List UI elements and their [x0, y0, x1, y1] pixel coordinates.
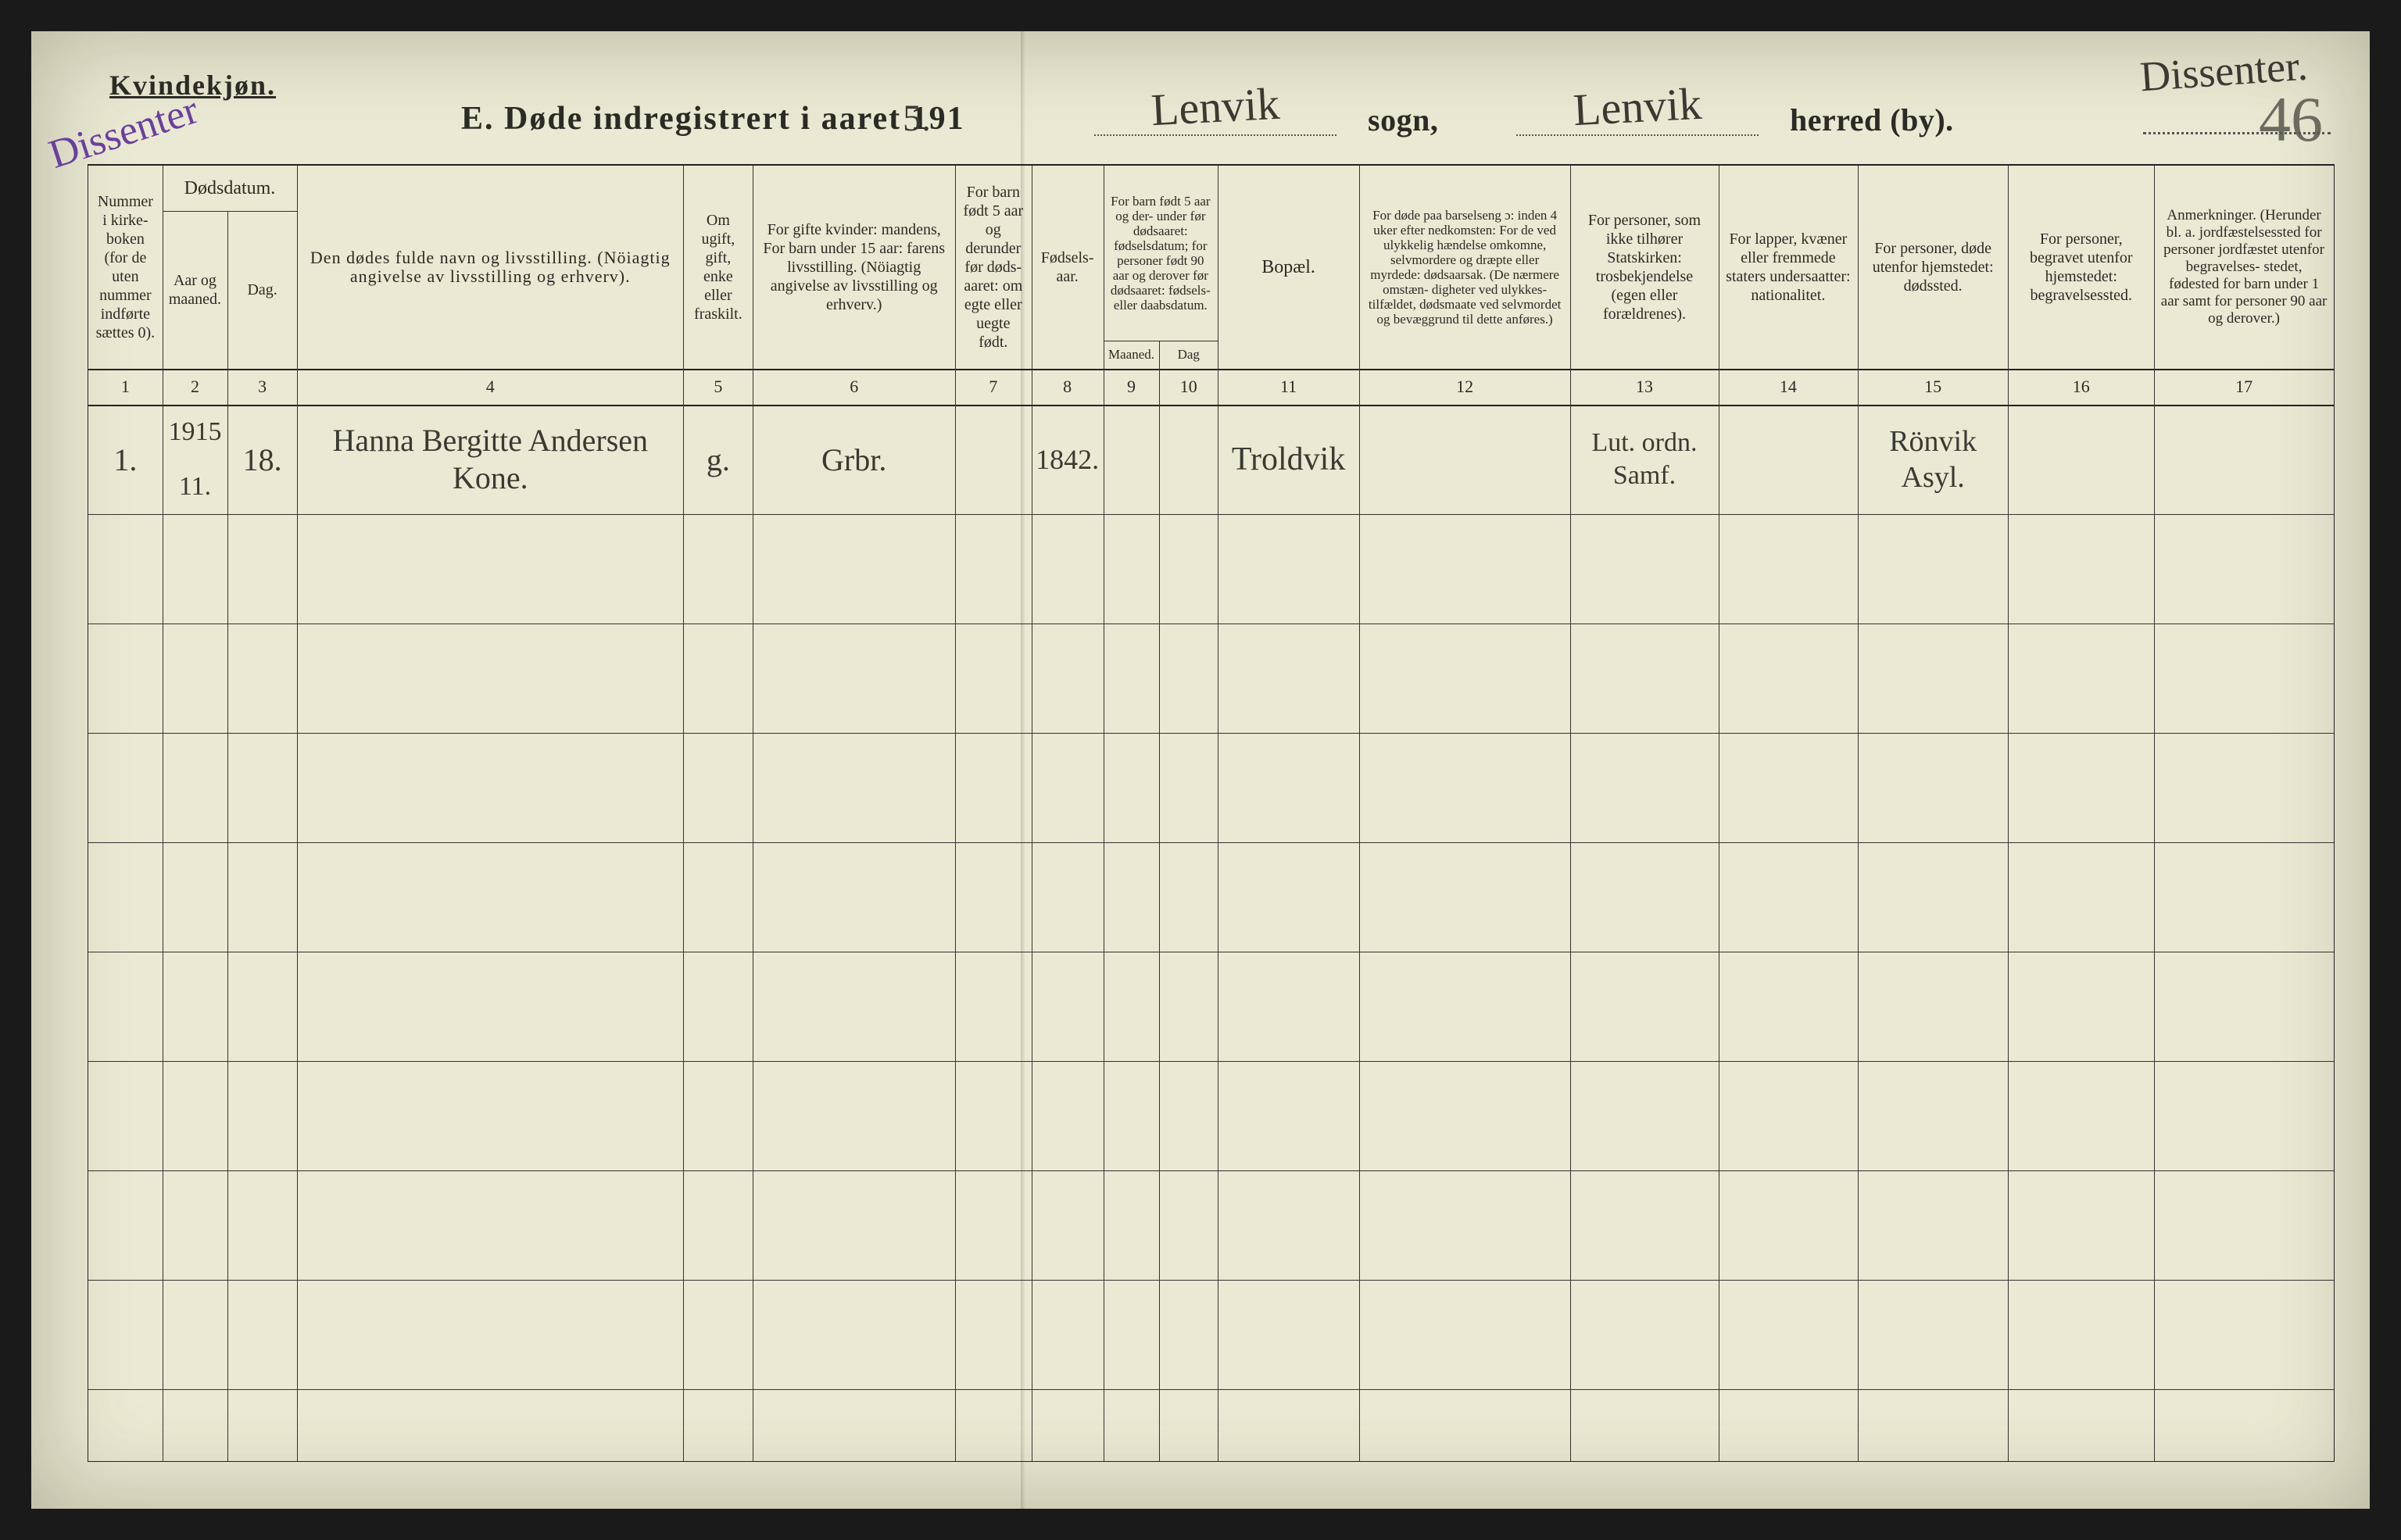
r1-c6: Grbr. — [753, 405, 955, 514]
sogn-dotted: Lenvik — [1094, 113, 1336, 136]
colnum-12: 12 — [1359, 377, 1570, 397]
colnum-11: 11 — [1218, 377, 1359, 397]
sogn-value: Lenvik — [1150, 77, 1281, 137]
colnum-5: 5 — [683, 377, 753, 397]
r1-c4: Hanna Bergitte Andersen Kone. — [297, 405, 683, 514]
colnum-17: 17 — [2154, 377, 2334, 397]
r1-c2m: 11. — [163, 459, 227, 514]
hdr-c1: Nummer i kirke- boken (for de uten numme… — [88, 166, 163, 369]
row-rule — [88, 733, 2334, 734]
hdr-c4: Den dødes fulde navn og livsstilling. (N… — [297, 166, 683, 369]
r1-c5: g. — [683, 405, 753, 514]
hdr-c5: Om ugift, gift, enke eller fraskilt. — [683, 166, 753, 369]
colnum-8: 8 — [1032, 377, 1104, 397]
row-rule — [88, 514, 2334, 515]
colnum-4: 4 — [297, 377, 683, 397]
r1-c8: 1842. — [1032, 405, 1104, 514]
r1-c2y: 1915 — [163, 405, 227, 459]
sogn-label: sogn, — [1368, 102, 1438, 138]
hdr-c6: For gifte kvinder: mandens, For barn und… — [753, 166, 955, 369]
hdr-c3: Dag. — [227, 211, 297, 369]
hdr-c17: Anmerkninger. (Herunder bl. a. jordfæste… — [2154, 166, 2334, 369]
colnum-1: 1 — [88, 377, 163, 397]
hdr-c15: For personer, døde utenfor hjemstedet: d… — [1858, 166, 2008, 369]
hdr-c10: Dag — [1159, 341, 1218, 369]
row-rule — [88, 1061, 2334, 1062]
r1-c11: Troldvik — [1218, 405, 1359, 514]
hdr-c2-3-top: Dødsdatum. — [163, 166, 297, 211]
hdr-c8: Fødsels- aar. — [1032, 166, 1104, 369]
hdr-c13: For personer, som ikke tilhører Statskir… — [1570, 166, 1719, 369]
title-prefix: E. Døde indregistrert i aaret 191 — [461, 100, 965, 138]
r1-c1: 1. — [88, 405, 163, 514]
hdr-c9: Maaned. — [1104, 341, 1160, 369]
document-page: Kvindekjøn. Dissenter E. Døde indregistr… — [31, 31, 2370, 1509]
colnum-2: 2 — [163, 377, 227, 397]
row-rule — [88, 842, 2334, 843]
page-header: Kvindekjøn. Dissenter E. Døde indregistr… — [31, 31, 2370, 164]
colnum-14: 14 — [1719, 377, 1858, 397]
r1-c15: Rönvik Asyl. — [1858, 405, 2008, 514]
hdr-c14: For lapper, kvæner eller fremmede stater… — [1719, 166, 1858, 369]
colnum-3: 3 — [227, 377, 297, 397]
hdr-c11: Bopæl. — [1218, 166, 1359, 369]
hdr-c2: Aar og maaned. — [163, 211, 227, 369]
row-rule — [88, 1280, 2334, 1281]
herred-value: Lenvik — [1572, 77, 1703, 137]
colnum-15: 15 — [1858, 377, 2008, 397]
hdr-c16: For personer, begravet utenfor hjemstede… — [2008, 166, 2154, 369]
year-suffix: 5. — [903, 97, 931, 140]
hdr-c12: For døde paa barselseng ɔ: inden 4 uker … — [1359, 166, 1570, 369]
colnum-10: 10 — [1159, 377, 1218, 397]
book-spine-shadow — [1021, 31, 1025, 1509]
page-number-area: Dissenter. 46 — [2127, 55, 2331, 141]
register-table: Nummer i kirke- boken (for de uten numme… — [88, 164, 2335, 1462]
herred-label: herred (by). — [1790, 102, 1954, 138]
colnum-9: 9 — [1104, 377, 1160, 397]
hdr-c9-10-top: For barn født 5 aar og der- under før dø… — [1104, 166, 1218, 341]
page-number: 46 — [2259, 83, 2323, 156]
herred-dotted: Lenvik — [1516, 113, 1759, 136]
row-rule — [88, 1170, 2334, 1171]
row-rule — [88, 1389, 2334, 1390]
rule-header-bottom — [88, 369, 2334, 370]
title-line: E. Døde indregistrert i aaret 191 5. Len… — [31, 92, 2370, 139]
vline-sub-9-10 — [1159, 341, 1160, 1461]
colnum-16: 16 — [2008, 377, 2154, 397]
r1-c13: Lut. ordn. Samf. — [1570, 405, 1719, 514]
page-number-dots — [2143, 132, 2331, 134]
vline-sub-2-3 — [227, 211, 228, 1461]
colnum-6: 6 — [753, 377, 955, 397]
r1-c3: 18. — [227, 405, 297, 514]
colnum-13: 13 — [1570, 377, 1719, 397]
